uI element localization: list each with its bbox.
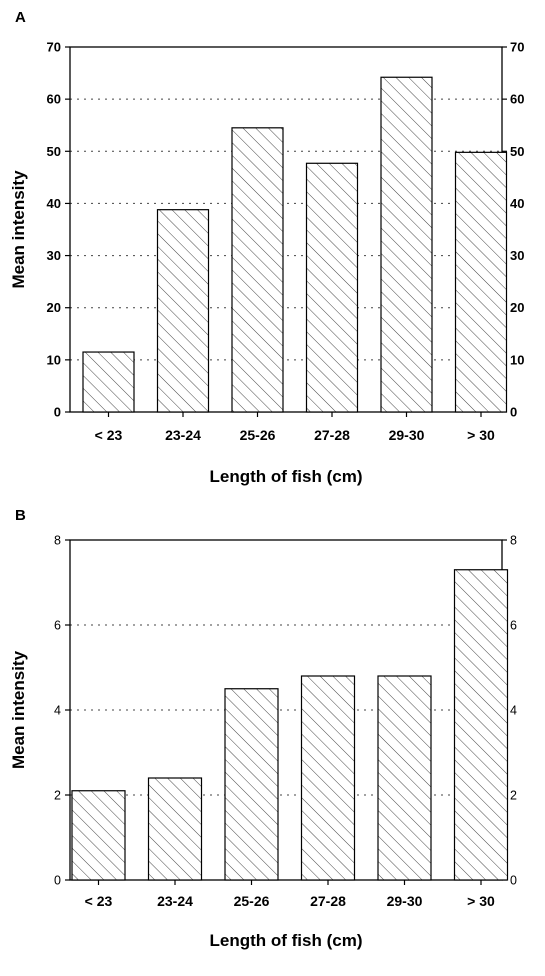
x-tick-label: < 23 — [95, 427, 123, 443]
panel-letter: B — [15, 507, 26, 524]
y-tick-label-right: 8 — [510, 534, 517, 548]
y-tick-label-left: 4 — [54, 704, 61, 718]
y-tick-label-left: 2 — [54, 789, 61, 803]
y-tick-label-left: 30 — [47, 248, 61, 263]
x-axis-title: Length of fish (cm) — [210, 467, 363, 486]
y-tick-label-right: 70 — [510, 40, 524, 55]
y-tick-label-right: 4 — [510, 704, 517, 718]
bar-4 — [300, 675, 356, 881]
y-tick-label-right: 60 — [510, 92, 524, 107]
y-tick-label-left: 10 — [47, 352, 61, 367]
y-tick-label-left: 0 — [54, 405, 61, 420]
y-tick-label-right: 20 — [510, 300, 524, 315]
y-tick-label-left: 20 — [47, 300, 61, 315]
y-tick-label-left: 0 — [54, 874, 61, 888]
y-tick-label-right: 50 — [510, 144, 524, 159]
x-tick-label: 25-26 — [234, 893, 270, 909]
y-tick-label-right: 2 — [510, 789, 517, 803]
bar-4 — [305, 162, 359, 413]
x-tick-label: 27-28 — [314, 427, 350, 443]
y-axis-title: Mean intensity — [9, 170, 28, 289]
y-tick-label-right: 0 — [510, 874, 517, 888]
y-tick-label-right: 40 — [510, 196, 524, 211]
bar-6 — [454, 151, 508, 413]
y-tick-label-left: 60 — [47, 92, 61, 107]
y-tick-label-right: 6 — [510, 619, 517, 633]
bar-6 — [453, 569, 509, 881]
chart-panel-a: A 0 0 10 10 20 20 30 30 40 40 50 50 60 60 70 70 < 23 23-24… — [9, 9, 524, 486]
y-tick-label-right: 30 — [510, 248, 524, 263]
x-tick-label: > 30 — [467, 893, 495, 909]
bar-2 — [156, 209, 210, 413]
bar-3 — [224, 688, 279, 881]
bar-5 — [377, 675, 432, 881]
x-tick-label: 29-30 — [389, 427, 425, 443]
y-tick-label-left: 6 — [54, 619, 61, 633]
y-tick-label-left: 70 — [47, 40, 61, 55]
x-tick-label: > 30 — [467, 427, 495, 443]
x-axis-title: Length of fish (cm) — [210, 931, 363, 950]
bar-3 — [231, 127, 284, 413]
x-tick-label: 27-28 — [310, 893, 346, 909]
y-tick-label-left: 50 — [47, 144, 61, 159]
x-tick-label: < 23 — [85, 893, 113, 909]
bar-1 — [82, 351, 135, 413]
y-axis-title: Mean intensity — [9, 650, 28, 769]
x-tick-label: 23-24 — [157, 893, 193, 909]
x-tick-label: 25-26 — [240, 427, 276, 443]
y-tick-label-right: 0 — [510, 405, 517, 420]
x-tick-label: 23-24 — [165, 427, 201, 443]
bar-2 — [147, 777, 203, 881]
y-tick-label-left: 8 — [54, 534, 61, 548]
bar-1 — [71, 790, 126, 881]
bar-5 — [380, 76, 433, 413]
chart-panel-b: B 0 0 2 2 4 4 6 6 8 8 < 23 23-24 25-26 27-28 29-30 > 30 L… — [9, 507, 517, 950]
y-tick-label-right: 10 — [510, 352, 524, 367]
panel-letter: A — [15, 9, 26, 26]
plot-frame — [69, 46, 503, 413]
y-tick-label-left: 40 — [47, 196, 61, 211]
x-tick-label: 29-30 — [387, 893, 423, 909]
